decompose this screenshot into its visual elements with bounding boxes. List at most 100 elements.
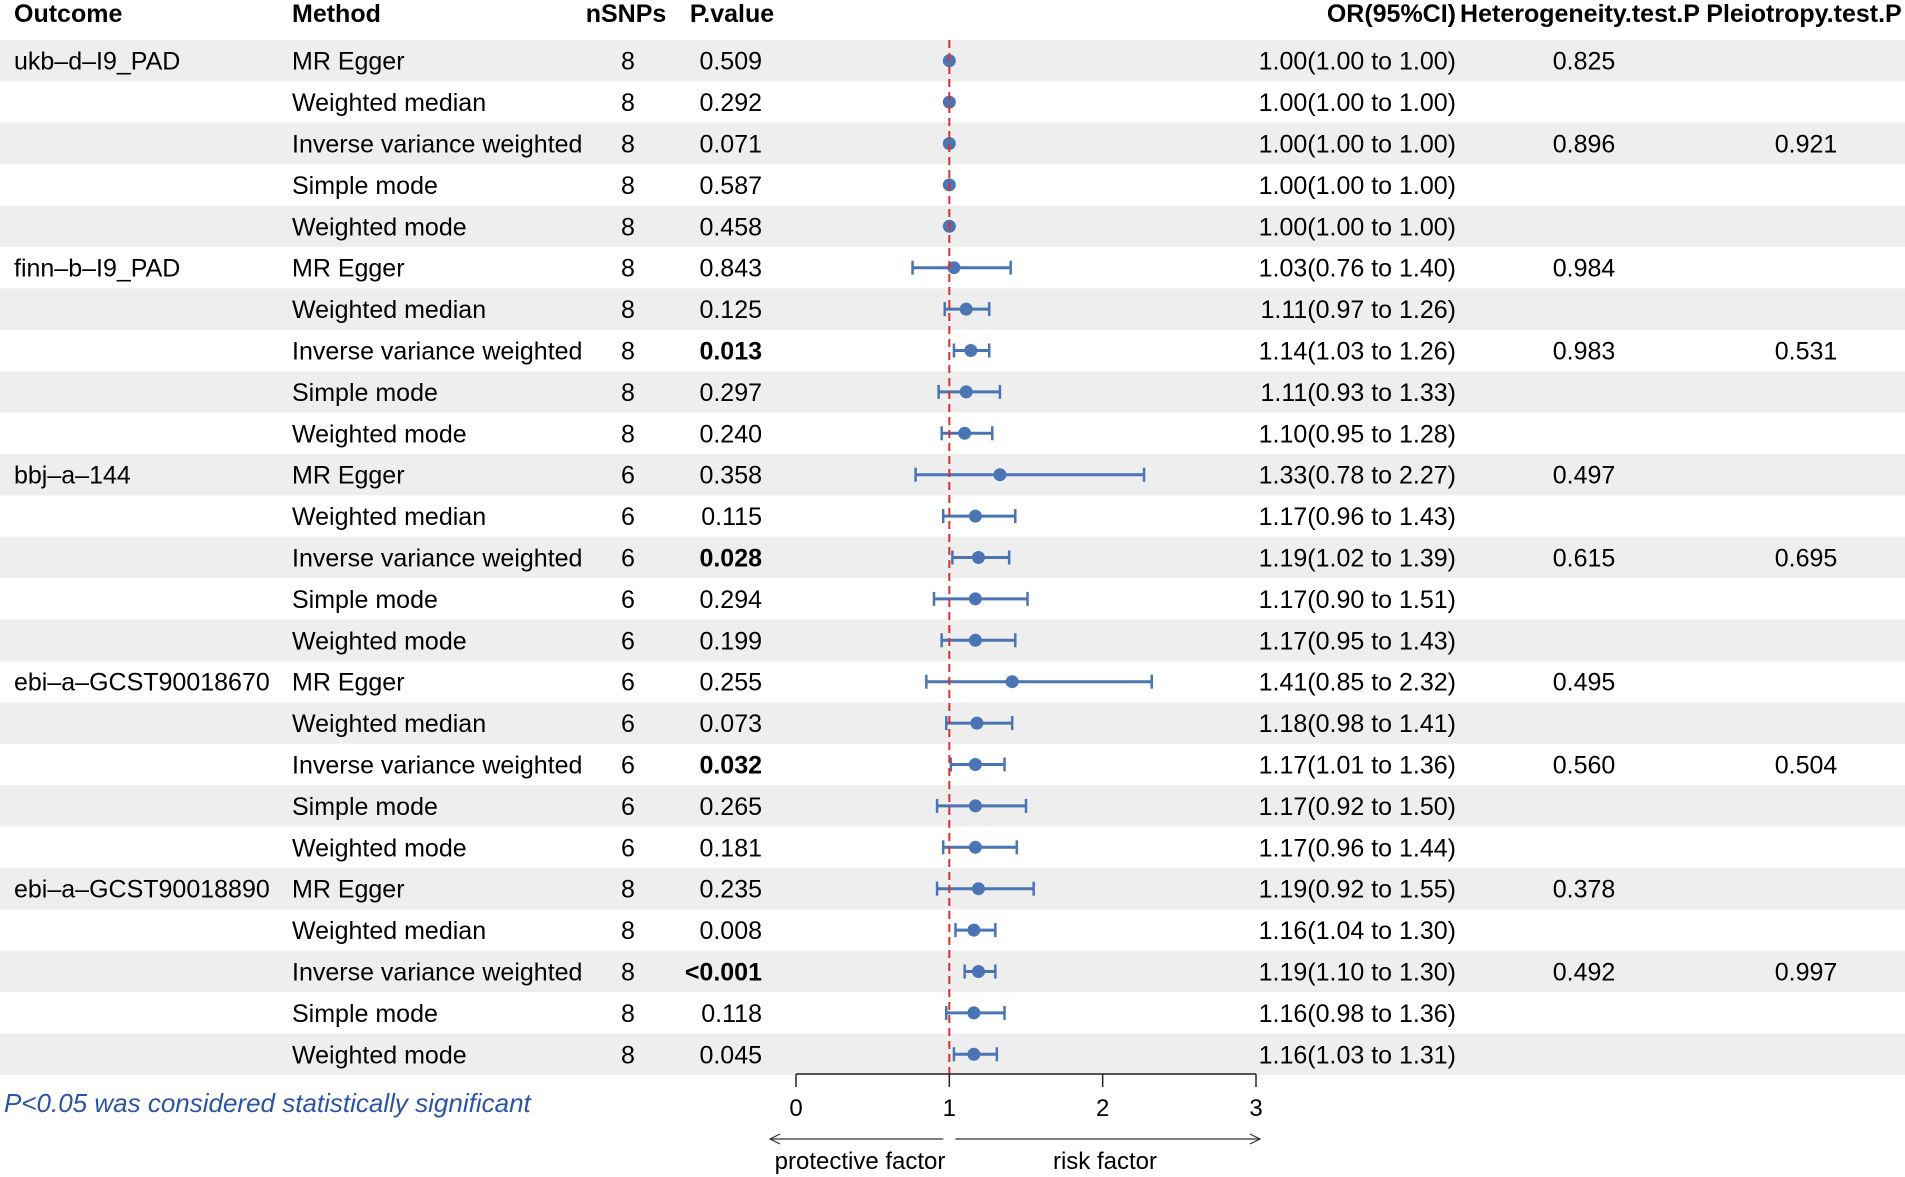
cell-method: Weighted median — [292, 710, 486, 738]
cell-method: Weighted mode — [292, 1041, 467, 1069]
cell-method: Weighted median — [292, 89, 486, 117]
cell-method: MR Egger — [292, 462, 405, 490]
cell-pleiotropy: 0.695 — [1775, 545, 1838, 573]
cell-or: 1.00(1.00 to 1.00) — [1259, 213, 1456, 241]
point-estimate — [968, 799, 982, 813]
cell-pvalue: 0.458 — [699, 213, 762, 241]
cell-or: 1.19(0.92 to 1.55) — [1259, 876, 1456, 904]
cell-method: Weighted median — [292, 296, 486, 324]
cell-or: 1.11(0.97 to 1.26) — [1260, 296, 1456, 324]
cell-method: Weighted mode — [292, 213, 467, 241]
cell-or: 1.03(0.76 to 1.40) — [1259, 255, 1456, 283]
cell-method: Weighted median — [292, 503, 486, 531]
cell-pvalue: 0.843 — [699, 255, 762, 283]
cell-method: Simple mode — [292, 586, 438, 614]
x-tick-label: 1 — [943, 1095, 956, 1122]
point-estimate — [959, 302, 973, 316]
point-estimate — [968, 592, 982, 606]
cell-nsnps: 6 — [621, 834, 635, 862]
point-estimate — [942, 137, 956, 150]
point-estimate — [971, 965, 985, 978]
cell-nsnps: 6 — [621, 710, 635, 738]
cell-pvalue: 0.297 — [699, 379, 762, 407]
forest-marks — [911, 54, 1153, 1062]
cell-method: Simple mode — [292, 1000, 438, 1028]
cell-pvalue: 0.045 — [699, 1041, 762, 1069]
cell-pvalue: 0.294 — [699, 586, 762, 614]
cell-nsnps: 6 — [621, 503, 635, 531]
point-estimate — [959, 385, 973, 399]
cell-heterogeneity: 0.825 — [1553, 48, 1616, 76]
cell-nsnps: 8 — [621, 1041, 635, 1069]
cell-pleiotropy: 0.531 — [1775, 338, 1838, 366]
point-estimate — [968, 509, 982, 523]
cell-pvalue: 0.032 — [699, 752, 762, 780]
point-estimate — [967, 923, 981, 937]
cell-method: Inverse variance weighted — [292, 959, 582, 987]
protective-factor-label: protective factor — [775, 1148, 946, 1175]
cell-or: 1.19(1.02 to 1.39) — [1259, 545, 1456, 573]
header-outcome: Outcome — [14, 0, 122, 28]
cell-or: 1.16(1.04 to 1.30) — [1259, 917, 1456, 945]
cell-pleiotropy: 0.997 — [1775, 959, 1838, 987]
cell-nsnps: 6 — [621, 752, 635, 780]
cell-nsnps: 8 — [621, 296, 635, 324]
x-tick-label: 2 — [1096, 1095, 1109, 1122]
cell-pleiotropy: 0.921 — [1775, 131, 1838, 159]
point-estimate — [993, 468, 1007, 482]
cell-pvalue: 0.028 — [699, 545, 762, 573]
header-or: OR(95%CI) — [1327, 0, 1456, 28]
cell-method: Inverse variance weighted — [292, 545, 582, 573]
cell-nsnps: 8 — [621, 338, 635, 366]
cell-or: 1.00(1.00 to 1.00) — [1259, 172, 1456, 200]
cell-nsnps: 6 — [621, 586, 635, 614]
cell-heterogeneity: 0.497 — [1553, 462, 1616, 490]
cell-heterogeneity: 0.378 — [1553, 876, 1616, 904]
cell-pleiotropy: 0.504 — [1775, 752, 1838, 780]
cell-or: 1.19(1.10 to 1.30) — [1259, 959, 1456, 987]
cell-or: 1.00(1.00 to 1.00) — [1259, 48, 1456, 76]
cell-method: Weighted mode — [292, 627, 467, 655]
cell-pvalue: 0.265 — [699, 793, 762, 821]
cell-outcome: ebi–a–GCST90018670 — [14, 669, 270, 697]
cell-pvalue: 0.292 — [699, 89, 762, 117]
cell-method: Weighted mode — [292, 420, 467, 448]
column-headers: Outcome Method nSNPs P.value OR(95%CI) H… — [14, 0, 1902, 28]
cell-nsnps: 6 — [621, 669, 635, 697]
point-estimate — [942, 95, 956, 109]
cell-pvalue: 0.358 — [699, 462, 762, 490]
point-estimate — [1005, 675, 1019, 689]
cell-method: Weighted mode — [292, 834, 467, 862]
cell-method: Inverse variance weighted — [292, 131, 582, 159]
cell-or: 1.00(1.00 to 1.00) — [1259, 131, 1456, 159]
cell-outcome: bbj–a–144 — [14, 462, 131, 490]
cell-or: 1.14(1.03 to 1.26) — [1259, 338, 1456, 366]
cell-method: Weighted median — [292, 917, 486, 945]
cell-method: Simple mode — [292, 793, 438, 821]
cell-pvalue: 0.071 — [699, 131, 762, 159]
cell-or: 1.16(1.03 to 1.31) — [1259, 1041, 1456, 1069]
cell-or: 1.00(1.00 to 1.00) — [1259, 89, 1456, 117]
cell-or: 1.17(0.90 to 1.51) — [1259, 586, 1456, 614]
cell-pvalue: 0.115 — [701, 503, 762, 531]
cell-method: MR Egger — [292, 48, 405, 76]
cell-heterogeneity: 0.560 — [1553, 752, 1616, 780]
cell-or: 1.16(0.98 to 1.36) — [1259, 1000, 1456, 1028]
cell-or: 1.17(0.95 to 1.43) — [1259, 627, 1456, 655]
significance-note: P<0.05 was considered statistically sign… — [4, 1088, 533, 1118]
cell-nsnps: 8 — [621, 172, 635, 200]
cell-method: Simple mode — [292, 172, 438, 200]
cell-or: 1.18(0.98 to 1.41) — [1259, 710, 1456, 738]
x-tick-label: 3 — [1249, 1095, 1262, 1122]
cell-nsnps: 8 — [621, 131, 635, 159]
cell-method: MR Egger — [292, 876, 405, 904]
point-estimate — [971, 551, 985, 564]
cell-outcome: ukb–d–I9_PAD — [14, 48, 180, 76]
cell-nsnps: 8 — [621, 48, 635, 76]
row-stripe — [0, 950, 1905, 993]
cell-or: 1.17(0.96 to 1.43) — [1259, 503, 1456, 531]
header-method: Method — [292, 0, 381, 28]
cell-nsnps: 8 — [621, 89, 635, 117]
cell-nsnps: 6 — [621, 462, 635, 490]
cell-or: 1.41(0.85 to 2.32) — [1259, 669, 1456, 697]
